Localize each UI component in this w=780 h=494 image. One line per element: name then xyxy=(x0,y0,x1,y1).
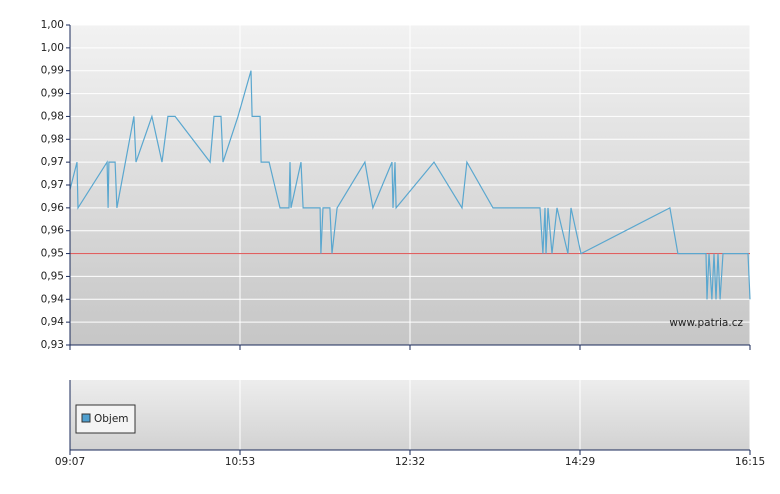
y-tick-label: 0,95 xyxy=(41,270,64,282)
y-tick-label: 0,99 xyxy=(41,65,64,77)
x-tick-label: 16:15 xyxy=(735,456,765,468)
y-tick-label: 1,00 xyxy=(41,42,64,54)
y-tick-label: 0,95 xyxy=(41,248,64,260)
y-tick-label: 0,96 xyxy=(41,202,65,214)
y-tick-label: 0,97 xyxy=(41,156,64,168)
y-tick-label: 0,98 xyxy=(41,133,64,145)
x-tick-label: 10:53 xyxy=(225,456,255,468)
y-tick-label: 0,96 xyxy=(41,225,65,237)
legend-swatch xyxy=(81,413,91,423)
y-tick-label: 0,98 xyxy=(41,110,64,122)
y-tick-label: 0,94 xyxy=(41,293,65,305)
y-tick-label: 0,99 xyxy=(41,88,64,100)
y-tick-label: 0,93 xyxy=(41,339,64,351)
y-tick-label: 0,97 xyxy=(41,179,64,191)
x-tick-label: 12:32 xyxy=(395,456,425,468)
legend-label: Objem xyxy=(94,413,129,425)
x-tick-label: 09:07 xyxy=(55,456,85,468)
watermark: www.patria.cz xyxy=(669,317,743,329)
y-tick-label: 0,94 xyxy=(41,316,65,328)
price-line xyxy=(69,70,751,300)
x-tick-label: 14:29 xyxy=(565,456,595,468)
y-tick-label: 1,00 xyxy=(41,19,64,31)
